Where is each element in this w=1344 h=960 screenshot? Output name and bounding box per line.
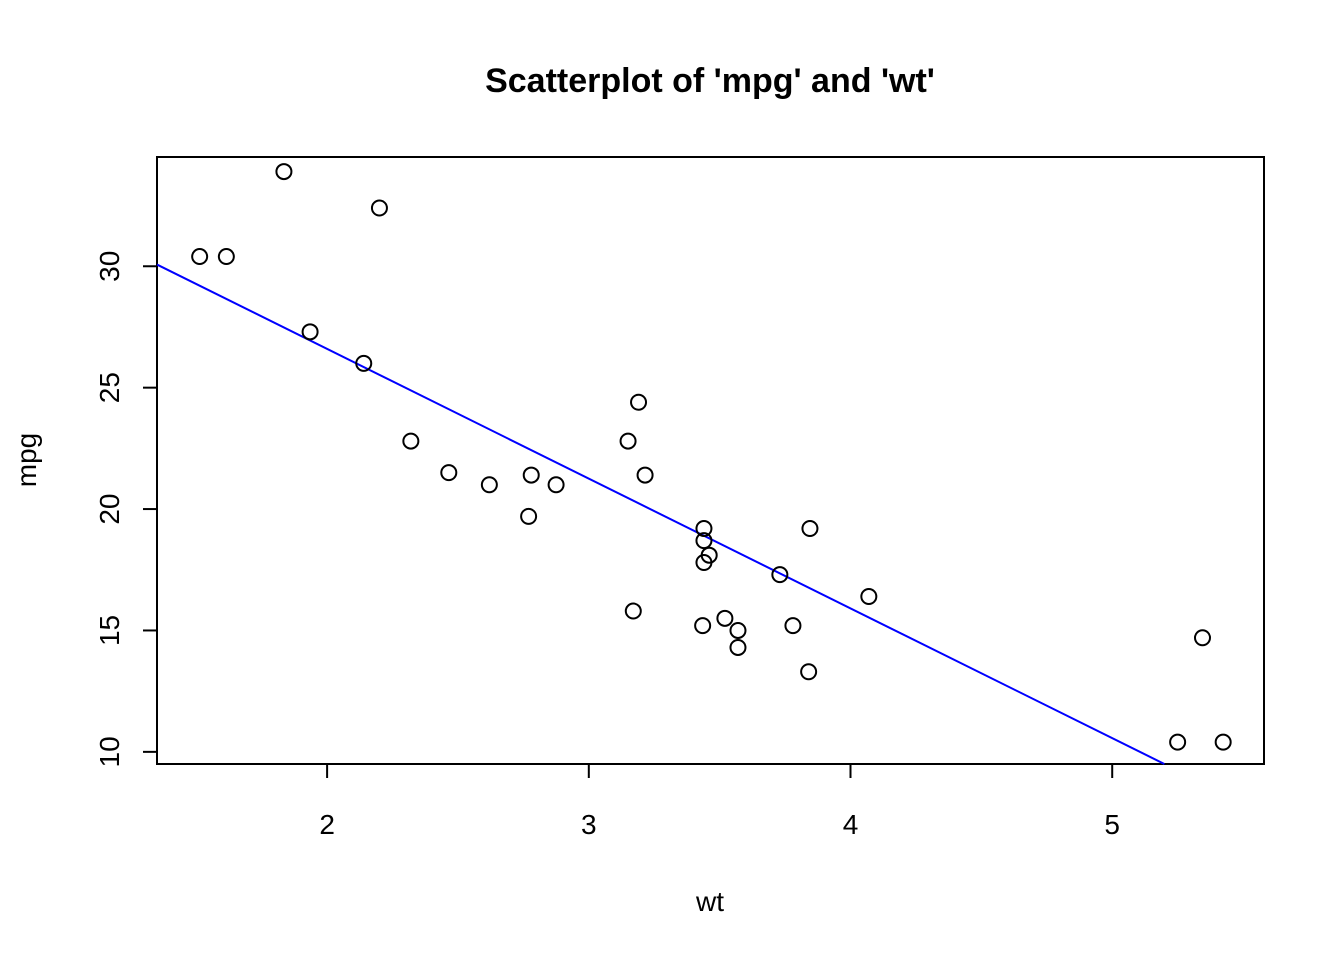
y-axis: 10 15 20 25 30	[94, 251, 158, 767]
data-point	[191, 248, 209, 266]
data-point	[700, 546, 718, 564]
data-point	[636, 466, 654, 484]
data-point	[370, 199, 388, 217]
data-point	[771, 566, 789, 584]
x-tick-label: 5	[1104, 809, 1120, 840]
regression-line	[156, 263, 1165, 765]
data-points	[191, 163, 1232, 751]
data-point	[1214, 733, 1232, 751]
data-point	[800, 663, 818, 681]
x-axis-label: wt	[695, 886, 724, 917]
y-axis-label: mpg	[11, 433, 42, 487]
y-tick-label: 25	[94, 372, 125, 403]
data-point	[801, 519, 819, 537]
x-tick-label: 3	[581, 809, 597, 840]
data-point	[716, 609, 734, 627]
data-point	[301, 323, 319, 341]
chart-title: Scatterplot of 'mpg' and 'wt'	[485, 62, 935, 100]
data-point	[619, 432, 637, 450]
data-point	[784, 617, 802, 635]
data-point	[480, 476, 498, 494]
data-point	[1169, 733, 1187, 751]
y-tick-label: 15	[94, 615, 125, 646]
data-point	[695, 532, 713, 550]
y-tick-label: 20	[94, 493, 125, 524]
data-point	[729, 621, 747, 639]
data-point	[355, 354, 373, 372]
data-point	[275, 163, 293, 181]
x-tick-label: 4	[843, 809, 859, 840]
data-point	[860, 587, 878, 605]
data-point	[547, 476, 565, 494]
y-tick-label: 30	[94, 251, 125, 282]
regression-line-group	[156, 263, 1165, 765]
data-point	[695, 519, 713, 537]
data-point	[217, 248, 235, 266]
data-point	[729, 638, 747, 656]
data-point	[402, 432, 420, 450]
data-point	[694, 617, 712, 635]
x-tick-label: 2	[319, 809, 335, 840]
plot-frame	[156, 156, 1265, 765]
y-tick-label: 10	[94, 736, 125, 767]
x-axis: 2 3 4 5	[319, 763, 1120, 840]
data-point	[440, 464, 458, 482]
data-point	[520, 507, 538, 525]
data-point	[522, 466, 540, 484]
data-point	[624, 602, 642, 620]
data-point	[630, 393, 648, 411]
data-point	[1194, 629, 1211, 647]
